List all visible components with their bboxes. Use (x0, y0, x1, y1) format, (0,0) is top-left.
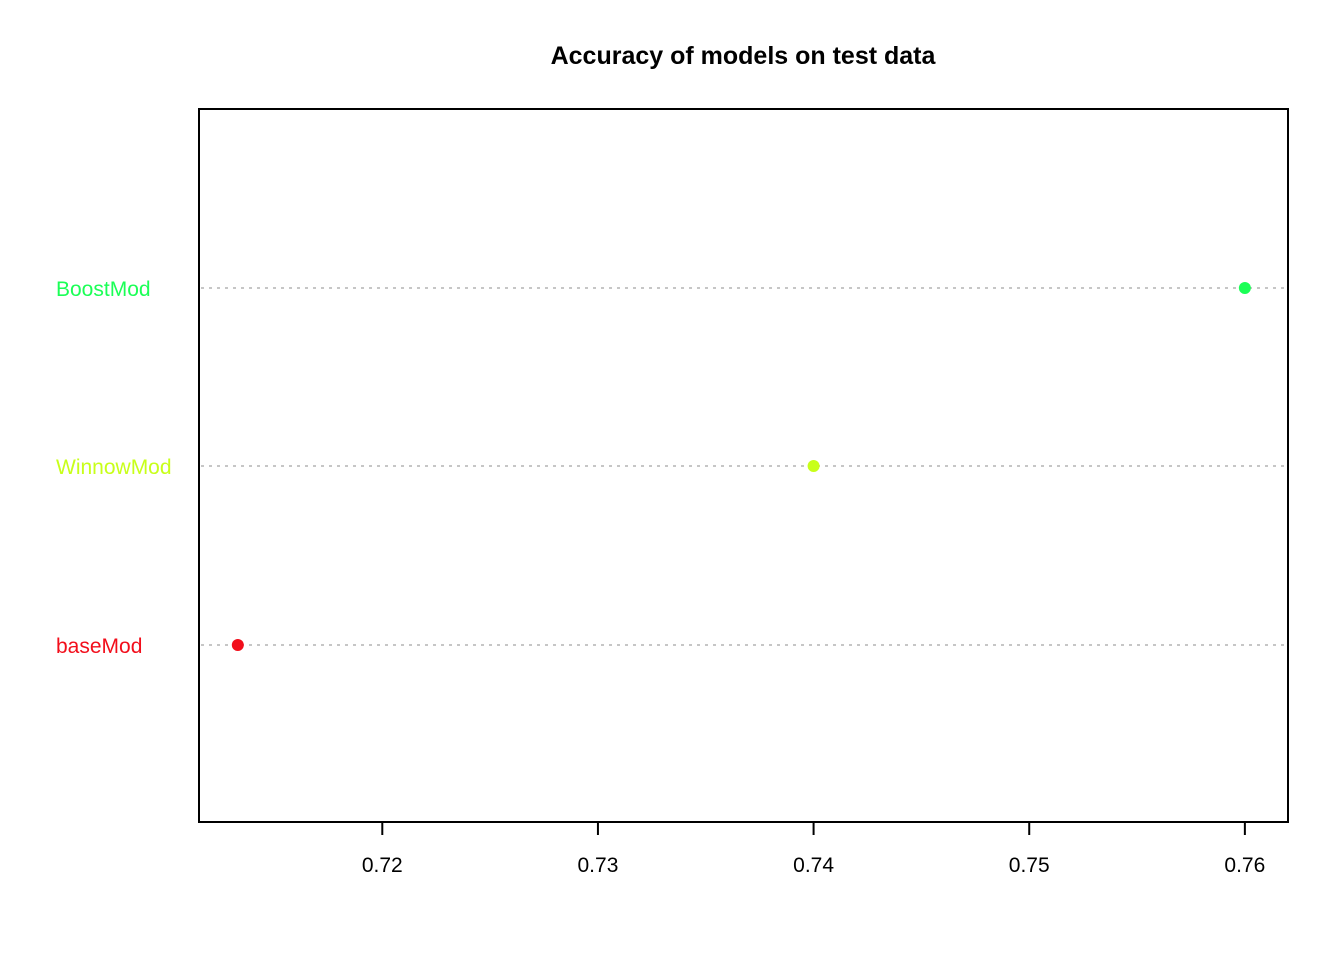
x-tick-label-0.76: 0.76 (1224, 854, 1265, 877)
category-label-WinnowMod: WinnowMod (56, 456, 172, 479)
data-point-baseMod (231, 639, 244, 651)
x-tick-label-0.72: 0.72 (362, 854, 403, 877)
data-point-BoostMod (1238, 282, 1251, 294)
x-axis: 0.72 0.73 0.74 0.75 0.76 (362, 821, 1265, 877)
category-label-BoostMod: BoostMod (56, 278, 151, 301)
x-tick-label-0.75: 0.75 (1009, 854, 1050, 877)
grid-lines (201, 287, 1286, 646)
data-point-WinnowMod (807, 460, 820, 472)
x-tick-label-0.73: 0.73 (578, 854, 619, 877)
data-points (231, 282, 1251, 651)
x-tick-label-0.74: 0.74 (793, 854, 834, 877)
category-labels: baseMod WinnowMod BoostMod (56, 278, 172, 658)
chart-title: Accuracy of models on test data (551, 42, 937, 70)
category-label-baseMod: baseMod (56, 635, 142, 658)
